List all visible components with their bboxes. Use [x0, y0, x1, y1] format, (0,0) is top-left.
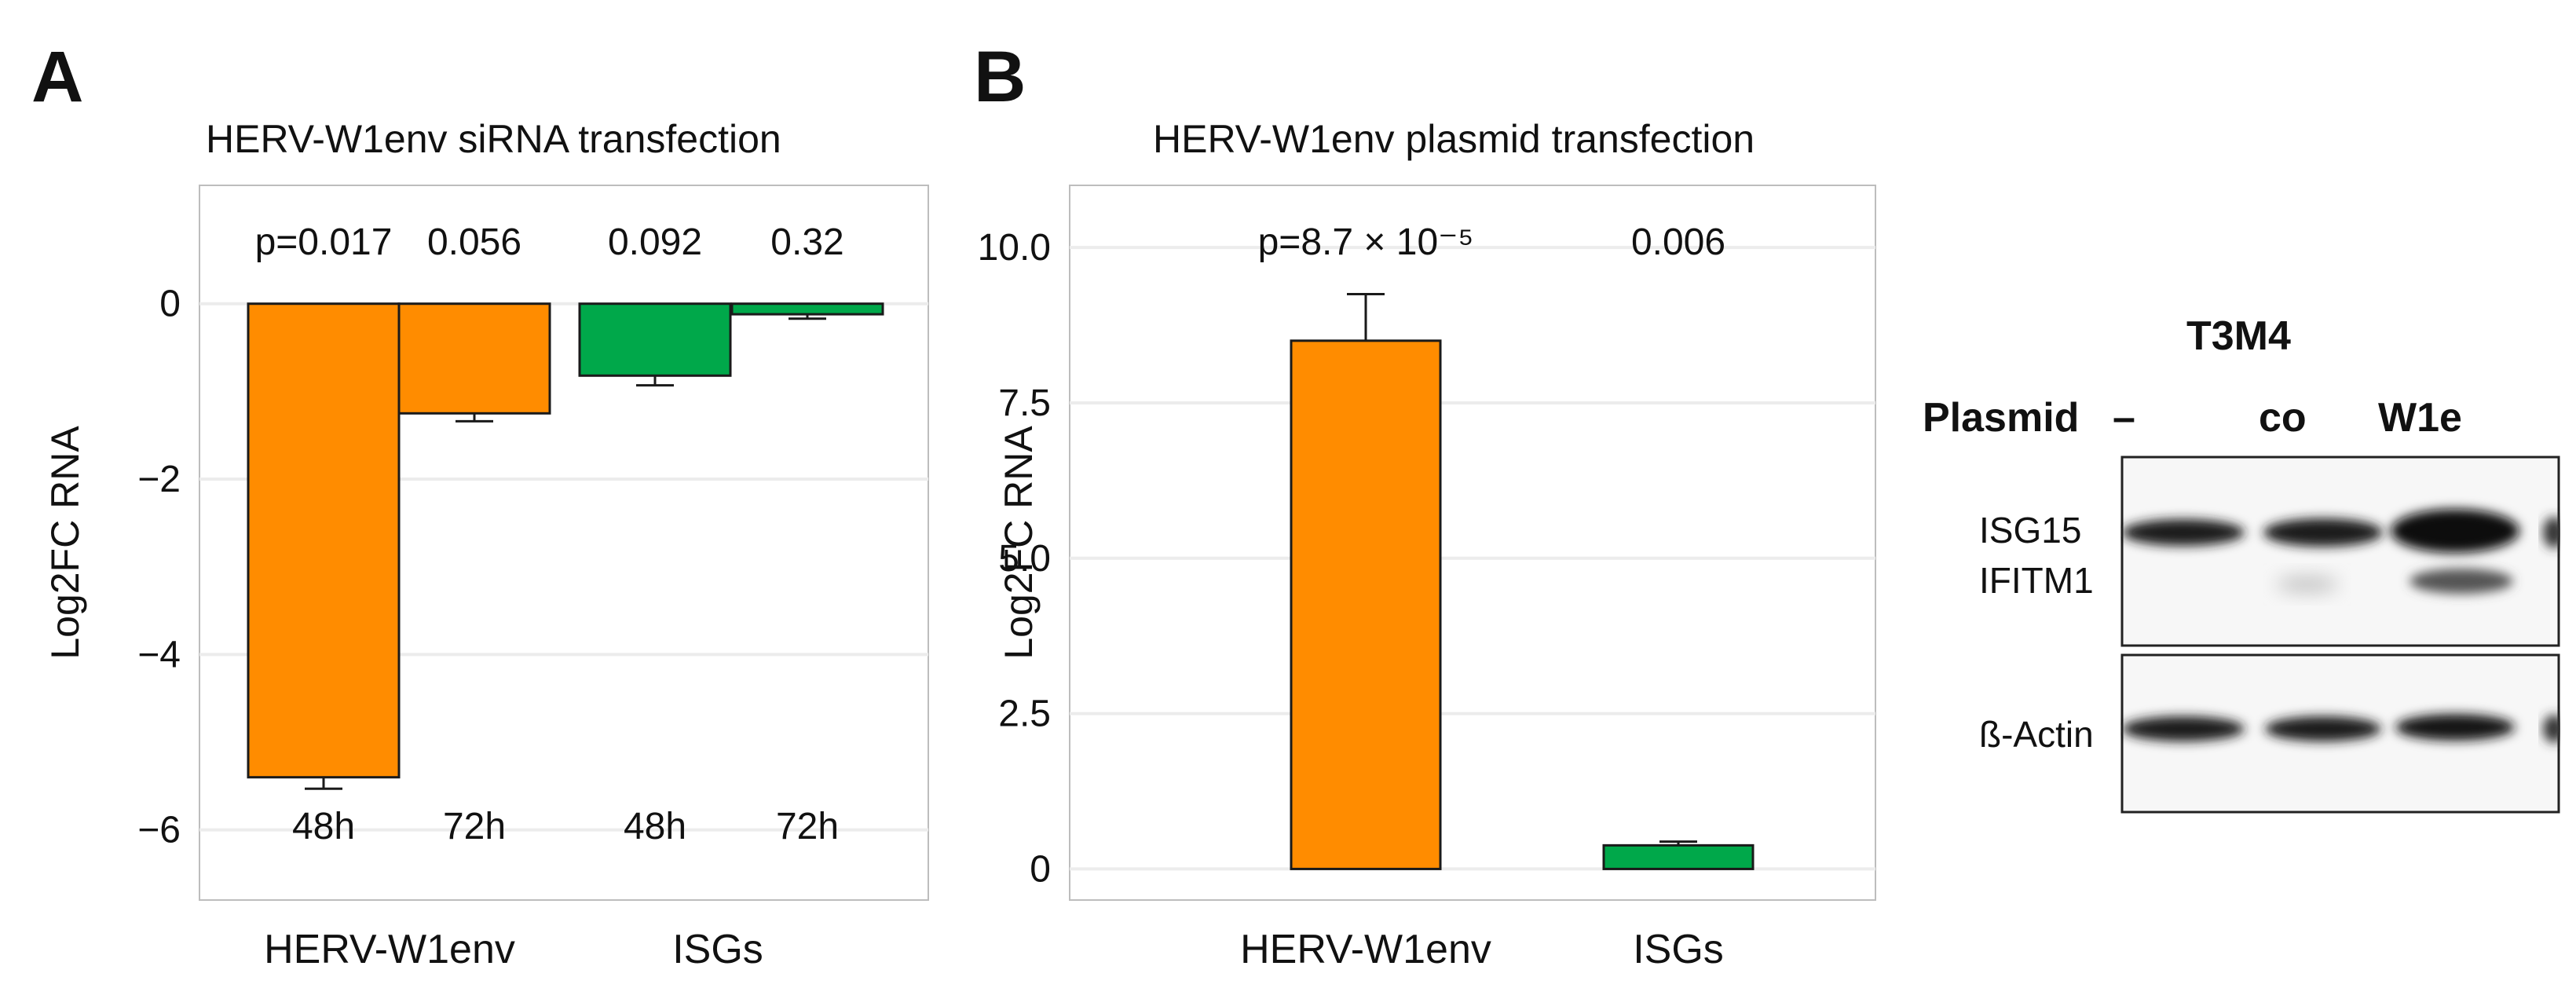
y-tick-label: −2: [137, 459, 181, 500]
bar-3: [578, 302, 732, 377]
wb-label-actin: ß-Actin: [1979, 714, 2094, 755]
y-tick-label: 7.5: [998, 382, 1051, 424]
group-label-2: ISGs: [1633, 927, 1724, 972]
panel-letter-b: B: [974, 37, 1026, 117]
y-tick-label: 2.5: [998, 693, 1051, 735]
y-tick-label: 0: [159, 284, 181, 325]
wb-label-isg15: ISG15: [1979, 510, 2082, 551]
y-tick-label: 5.0: [998, 538, 1051, 580]
pvalue-label-2: 0.056: [427, 221, 521, 263]
group-label-1: HERV-W1env: [1240, 927, 1491, 972]
pvalue-label-1: p=0.017: [255, 221, 393, 263]
y-tick-label: −6: [137, 810, 181, 851]
wb-band-isg15-lane1: [2122, 519, 2245, 546]
wb-lane-2: co: [2259, 395, 2307, 441]
wb-lane-3: W1e: [2378, 395, 2462, 441]
plot-frame: [1069, 185, 1876, 901]
wb-band-actin-lane1: [2122, 716, 2245, 741]
pvalue-label-3: 0.092: [608, 221, 702, 263]
chart-b-title: HERV-W1env plasmid transfection: [1153, 117, 1755, 161]
western-blot-image: [2120, 456, 2560, 814]
wb-band-isg15-edge: [2543, 517, 2560, 548]
wb-upper-blot: [2120, 456, 2560, 647]
wb-lane-1: –: [2113, 395, 2135, 441]
chart-a-title: HERV-W1env siRNA transfection: [206, 117, 781, 161]
y-tick-label: 0: [1030, 848, 1051, 890]
bar-1: [1290, 339, 1442, 870]
pvalue-label-2: 0.006: [1631, 221, 1725, 263]
bar-label-3: 48h: [624, 806, 686, 847]
group-label-2: ISGs: [672, 927, 763, 972]
group-label-1: HERV-W1env: [264, 927, 515, 972]
wb-row-label: Plasmid: [1923, 395, 2080, 441]
chart-b: 0 2.5 5.0 7.5 10.0 Log2FC RNA p=8.7 × 10⁻⁵ 0.00…: [978, 185, 1876, 972]
bar-1: [247, 302, 401, 779]
wb-band-ifitm1-lane3: [2410, 569, 2513, 594]
wb-band-ifitm1-lane2: [2276, 577, 2339, 591]
pvalue-label-4: 0.32: [770, 221, 843, 263]
wb-label-ifitm1: IFITM1: [1979, 560, 2094, 601]
wb-band-actin-lane2: [2265, 716, 2381, 741]
bar-label-4: 72h: [776, 806, 839, 847]
wb-band-isg15-lane2: [2263, 518, 2383, 547]
y-axis-label: Log2FC RNA: [997, 426, 1041, 660]
wb-band-actin-lane3: [2395, 714, 2515, 741]
wb-band-actin-edge: [2543, 715, 2560, 743]
bar-4: [730, 302, 884, 316]
chart-a: 0 −2 −4 −6 Log2FC RNA p=0.017 48h 0.056 72h 0.092…: [43, 185, 929, 972]
pvalue-label-1: p=8.7 × 10⁻⁵: [1258, 221, 1474, 263]
bar-2: [397, 302, 551, 415]
wb-lower-blot: [2120, 653, 2560, 814]
panel-letter-a: A: [31, 37, 84, 117]
bar-2: [1602, 843, 1755, 870]
y-tick-label: −4: [137, 634, 181, 675]
wb-cell-line: T3M4: [2186, 313, 2291, 359]
y-tick-label: 10.0: [978, 227, 1051, 269]
wb-band-isg15-lane3: [2391, 509, 2519, 553]
bar-label-2: 72h: [443, 806, 506, 847]
y-axis-label: Log2FC RNA: [43, 426, 87, 660]
bar-label-1: 48h: [292, 806, 355, 847]
